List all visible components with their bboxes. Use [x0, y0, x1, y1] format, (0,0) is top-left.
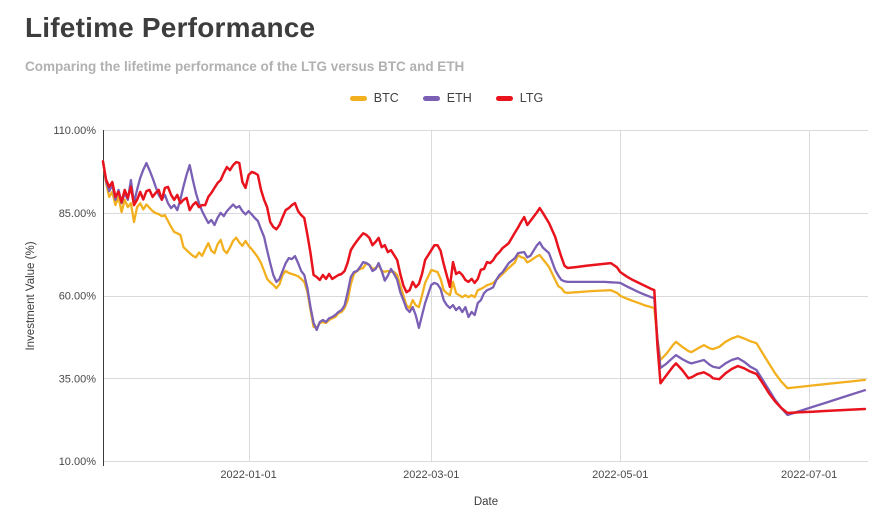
legend-item-eth[interactable]: ETH	[422, 91, 472, 105]
y-tick-label: 85.00%	[59, 208, 97, 220]
chart-subtitle: Comparing the lifetime performance of th…	[25, 59, 465, 74]
legend-label: ETH	[446, 91, 472, 105]
btc-series-swatch-icon	[349, 95, 367, 101]
x-tick-label: 2022-03-01	[403, 469, 459, 481]
page-title: Lifetime Performance	[25, 12, 316, 43]
series-line-ltg	[101, 160, 867, 415]
chart-legend: BTC ETH LTG	[0, 91, 893, 105]
y-tick-label: 60.00%	[59, 291, 97, 303]
y-tick-label: 110.00%	[53, 125, 96, 137]
eth-series-swatch-icon	[422, 95, 440, 101]
x-tick-label: 2022-01-01	[220, 469, 276, 481]
x-axis-title: Date	[473, 496, 499, 508]
y-tick-label: 10.00%	[59, 456, 97, 468]
legend-label: LTG	[519, 91, 544, 105]
series-line-btc	[101, 160, 867, 390]
legend-item-ltg[interactable]: LTG	[495, 91, 544, 105]
y-axis-title: Investment Value (%)	[25, 241, 37, 351]
legend-label: BTC	[373, 91, 399, 105]
legend-item-btc[interactable]: BTC	[349, 91, 399, 105]
ltg-series-swatch-icon	[495, 95, 513, 101]
x-tick-label: 2022-05-01	[592, 469, 648, 481]
x-tick-label: 2022-07-01	[781, 469, 837, 481]
series-line-eth	[101, 160, 867, 417]
y-tick-label: 35.00%	[59, 373, 97, 385]
